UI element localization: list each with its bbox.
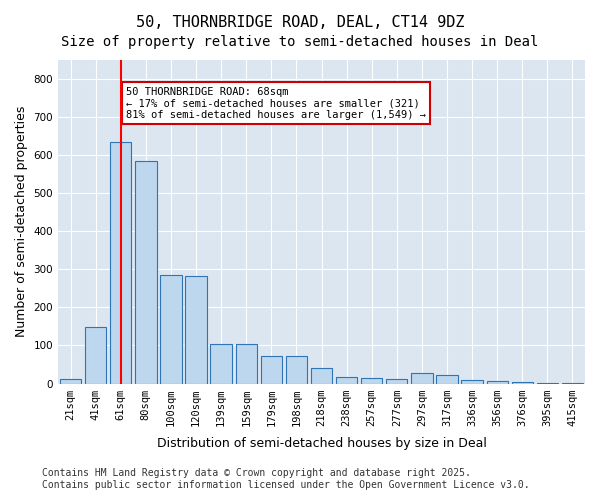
Bar	[311, 368, 332, 384]
Bar	[512, 382, 533, 384]
Bar	[461, 380, 483, 384]
Bar	[386, 379, 407, 384]
Y-axis label: Number of semi-detached properties: Number of semi-detached properties	[15, 106, 28, 338]
Text: 50 THORNBRIDGE ROAD: 68sqm
← 17% of semi-detached houses are smaller (321)
81% o: 50 THORNBRIDGE ROAD: 68sqm ← 17% of semi…	[126, 86, 426, 120]
Bar	[110, 142, 131, 384]
Bar	[135, 161, 157, 384]
Text: 50, THORNBRIDGE ROAD, DEAL, CT14 9DZ: 50, THORNBRIDGE ROAD, DEAL, CT14 9DZ	[136, 15, 464, 30]
Bar	[211, 344, 232, 384]
Bar	[487, 381, 508, 384]
Bar	[536, 383, 558, 384]
Bar	[185, 276, 207, 384]
Bar	[436, 375, 458, 384]
X-axis label: Distribution of semi-detached houses by size in Deal: Distribution of semi-detached houses by …	[157, 437, 487, 450]
Text: Contains HM Land Registry data © Crown copyright and database right 2025.
Contai: Contains HM Land Registry data © Crown c…	[42, 468, 530, 490]
Bar	[60, 379, 81, 384]
Bar	[260, 356, 282, 384]
Bar	[160, 275, 182, 384]
Bar	[361, 378, 382, 384]
Text: Size of property relative to semi-detached houses in Deal: Size of property relative to semi-detach…	[61, 35, 539, 49]
Bar	[85, 327, 106, 384]
Bar	[236, 344, 257, 384]
Bar	[336, 377, 357, 384]
Bar	[286, 356, 307, 384]
Bar	[411, 373, 433, 384]
